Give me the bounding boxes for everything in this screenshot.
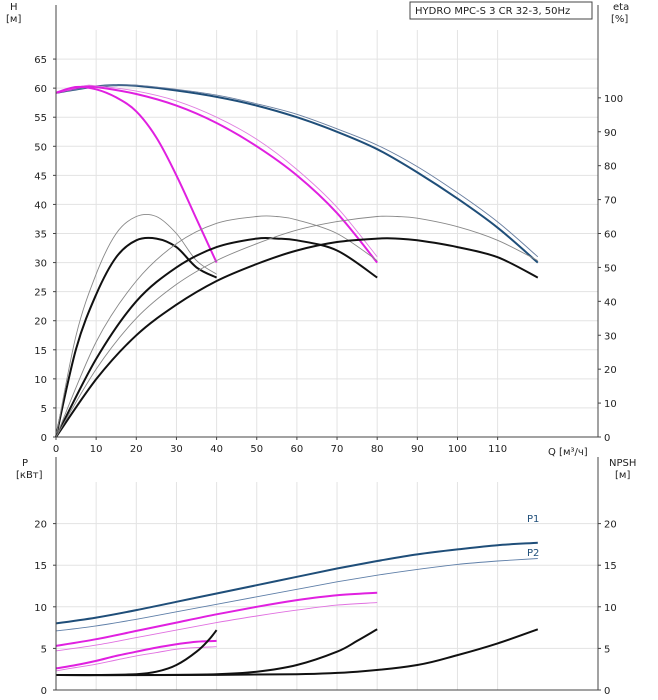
- bottom-axes: [55, 457, 599, 691]
- right-tick-label: 10: [604, 399, 617, 410]
- left-tick-label: 10: [34, 375, 47, 386]
- x-tick-label: 0: [53, 444, 59, 455]
- series-p1-2-pumps: [55, 591, 378, 647]
- top-right-axis-label: eta: [613, 2, 629, 13]
- left-tick-label: 10: [34, 603, 47, 614]
- x-tick-label: 60: [291, 444, 304, 455]
- series-p1-1-pump: [55, 639, 217, 670]
- x-tick-label: 20: [130, 444, 143, 455]
- left-tick-label: 15: [34, 346, 47, 357]
- right-tick-label: 80: [604, 162, 617, 173]
- x-tick-label: 100: [448, 444, 467, 455]
- left-tick-label: 0: [41, 686, 47, 697]
- right-tick-label: 5: [604, 644, 610, 655]
- x-tick-label: 40: [210, 444, 223, 455]
- left-tick-label: 50: [34, 142, 47, 153]
- series-h-2-pumps: [55, 84, 378, 264]
- power-npsh-panel: 0 5 10 15 20 0 5 10 15 20 P [кВт] NPSH [м] P1 P2: [16, 457, 636, 697]
- series-eta-3-pumps-thin: [55, 215, 539, 438]
- right-tick-label: 30: [604, 331, 617, 342]
- head-efficiency-panel: 0 5 10 15 20 25 30 35 40 45 50 55 60 65 0 10 20 30 40 50 60 7…: [6, 1, 629, 458]
- left-tick-label: 20: [34, 317, 47, 328]
- left-tick-label: 0: [41, 433, 47, 444]
- series-h-2-pumps-thin: [55, 84, 378, 258]
- top-axes: [55, 5, 599, 438]
- top-ticks: 0 5 10 15 20 25 30 35 40 45 50 55 60 65 0 10 20 30 40 50 60 7…: [34, 55, 623, 455]
- right-tick-label: 40: [604, 297, 617, 308]
- bottom-right-axis-label: NPSH: [609, 458, 636, 469]
- bottom-right-axis-unit: [м]: [615, 470, 630, 481]
- x-tick-label: 80: [371, 444, 384, 455]
- series-eta-1-pump-thin: [55, 213, 217, 438]
- x-tick-label: 110: [488, 444, 507, 455]
- left-tick-label: 40: [34, 200, 47, 211]
- bottom-series: [55, 541, 539, 677]
- right-tick-label: 15: [604, 561, 617, 572]
- right-tick-label: 20: [604, 520, 617, 531]
- series-label-p1: P1: [527, 514, 539, 525]
- top-right-axis-unit: [%]: [611, 14, 628, 25]
- bottom-ticks: 0 5 10 15 20 0 5 10 15 20: [34, 520, 616, 697]
- x-tick-label: 10: [90, 444, 103, 455]
- x-tick-label: 30: [170, 444, 183, 455]
- right-tick-label: 20: [604, 365, 617, 376]
- right-tick-label: 100: [604, 94, 623, 105]
- series-p2-3-pumps: [55, 558, 538, 632]
- left-tick-label: 20: [34, 520, 47, 531]
- bottom-grid: [55, 482, 598, 691]
- left-tick-label: 35: [34, 230, 47, 241]
- series-npsh-3-pumps: [55, 628, 539, 677]
- bottom-left-axis-label: P: [22, 458, 28, 469]
- right-tick-label: 50: [604, 263, 617, 274]
- series-h-3-pumps-thin: [55, 84, 539, 258]
- x-tick-label: 90: [411, 444, 424, 455]
- series-eta-1-pump: [55, 236, 218, 438]
- x-tick-label: 70: [331, 444, 344, 455]
- series-p2-1-pump: [55, 646, 217, 672]
- right-tick-label: 0: [604, 433, 610, 444]
- left-tick-label: 55: [34, 113, 47, 124]
- bottom-left-axis-unit: [кВт]: [16, 470, 43, 481]
- right-tick-label: 90: [604, 128, 617, 139]
- left-tick-label: 25: [34, 288, 47, 299]
- title-box: [409, 1, 593, 20]
- x-axis-label: Q [м³/ч]: [548, 447, 588, 458]
- top-series: [55, 84, 539, 438]
- top-left-axis-label: H: [10, 2, 18, 13]
- series-p2-2-pumps: [55, 602, 378, 652]
- left-tick-label: 15: [34, 561, 47, 572]
- series-eta-2-pumps: [55, 236, 378, 438]
- left-tick-label: 5: [41, 404, 47, 415]
- left-tick-label: 60: [34, 84, 47, 95]
- chart-title: HYDRO MPC-S 3 CR 32-3, 50Hz: [415, 6, 570, 17]
- left-tick-label: 45: [34, 171, 47, 182]
- series-h-1-pump: [55, 85, 218, 264]
- right-tick-label: 0: [604, 686, 610, 697]
- x-tick-label: 50: [250, 444, 263, 455]
- series-label-p2: P2: [527, 548, 539, 559]
- right-tick-label: 70: [604, 196, 617, 207]
- left-tick-label: 30: [34, 259, 47, 270]
- series-eta-2-pumps-thin: [55, 215, 378, 438]
- left-tick-label: 5: [41, 644, 47, 655]
- left-tick-label: 65: [34, 55, 47, 66]
- series-p1-3-pumps: [55, 541, 538, 625]
- top-left-axis-unit: [м]: [6, 14, 21, 25]
- right-tick-label: 10: [604, 603, 617, 614]
- right-tick-label: 60: [604, 230, 617, 241]
- series-eta-3-pumps: [55, 237, 539, 438]
